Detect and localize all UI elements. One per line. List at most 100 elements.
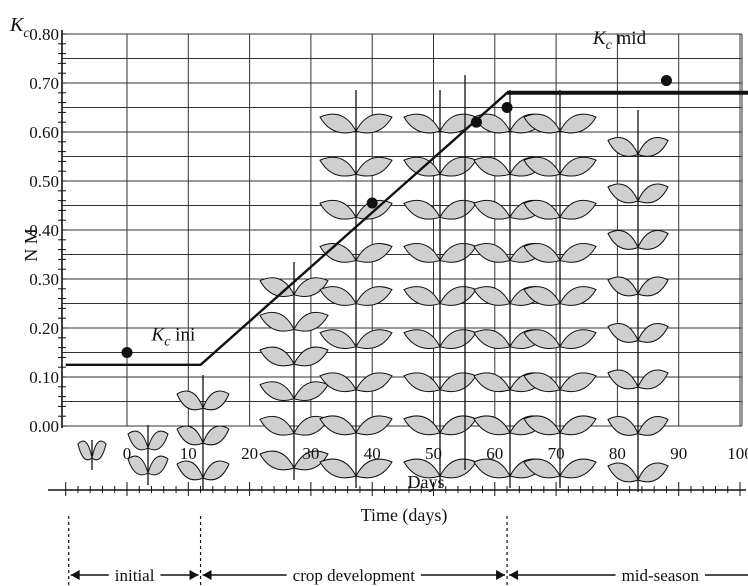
plant-leaf bbox=[559, 372, 597, 393]
stage-arrowhead bbox=[189, 570, 199, 580]
plant-leaf bbox=[523, 243, 561, 263]
plant-leaf bbox=[319, 415, 357, 436]
developing-plant bbox=[259, 262, 329, 480]
plant-leaf bbox=[77, 440, 93, 461]
stage-arrowhead bbox=[509, 570, 519, 580]
plant-leaf bbox=[293, 450, 329, 471]
plant-leaf bbox=[403, 113, 441, 134]
plant-leaf bbox=[473, 156, 511, 177]
stage-arrowhead bbox=[70, 570, 80, 580]
plant-leaf bbox=[259, 346, 295, 367]
plant-leaf bbox=[403, 415, 441, 436]
plant-leaf bbox=[259, 311, 295, 332]
stage-arrowhead bbox=[202, 570, 212, 580]
axes bbox=[48, 30, 746, 496]
plant-leaf bbox=[202, 390, 230, 411]
plant-leaf bbox=[607, 276, 639, 297]
x-axis-label-time: Time (days) bbox=[361, 505, 448, 526]
plant-leaf bbox=[319, 113, 357, 134]
plant-leaf bbox=[319, 458, 357, 479]
plant-leaf bbox=[355, 113, 393, 134]
plant-leaf bbox=[259, 277, 295, 297]
y-tick-label: 0.40 bbox=[29, 221, 59, 240]
plant-leaf bbox=[523, 156, 561, 177]
plant-leaf bbox=[355, 372, 393, 393]
y-tick-label: 0.50 bbox=[29, 172, 59, 191]
plant-leaf bbox=[607, 183, 639, 204]
mature-plant bbox=[319, 90, 393, 488]
plant-leaf bbox=[559, 286, 597, 306]
plant-leaf bbox=[439, 243, 477, 263]
mature-plant bbox=[523, 90, 597, 488]
chart-labels: Kc N M Days Time (days) 0.00 0.10 0.20 0.30… bbox=[9, 14, 748, 526]
x-axis-label-days: Days bbox=[408, 472, 445, 492]
x-tick-label: 70 bbox=[548, 444, 565, 463]
plant-leaf bbox=[293, 346, 329, 367]
plant-leaf bbox=[637, 369, 669, 390]
y-tick-label: 0.60 bbox=[29, 123, 59, 142]
plant-leaf bbox=[559, 243, 597, 263]
plant-leaf bbox=[607, 230, 639, 250]
observation-point bbox=[121, 347, 133, 358]
plant-leaf bbox=[355, 286, 393, 306]
seedling-plant bbox=[77, 440, 107, 470]
plant-leaf bbox=[559, 415, 597, 436]
plant-leaf bbox=[607, 416, 639, 436]
plant-leaf bbox=[607, 462, 639, 483]
plant-leaf bbox=[319, 156, 357, 177]
plant-leaf bbox=[202, 460, 230, 481]
plant-leaf bbox=[439, 286, 477, 306]
plant-leaf bbox=[559, 458, 597, 479]
plant-leaf bbox=[637, 230, 669, 250]
plant-leaf bbox=[439, 329, 477, 349]
plant-leaf bbox=[91, 440, 107, 461]
plant-leaf bbox=[473, 415, 511, 436]
seedling-plant bbox=[127, 425, 169, 485]
plant-leaf bbox=[403, 286, 441, 306]
plant-leaf bbox=[403, 372, 441, 393]
kc-series bbox=[65, 75, 748, 366]
plant-leaf bbox=[637, 276, 669, 297]
y-tick-label: 0.10 bbox=[29, 368, 59, 387]
stage-label: mid-season bbox=[622, 566, 700, 585]
x-tick-label: 60 bbox=[486, 444, 503, 463]
plant-leaf bbox=[523, 372, 561, 393]
y-tick-label: 0.20 bbox=[29, 319, 59, 338]
x-tick-label: 100 bbox=[727, 444, 748, 463]
plant-leaf bbox=[355, 243, 393, 263]
y-tick-label: 0.30 bbox=[29, 270, 59, 289]
plant-leaf bbox=[607, 323, 639, 343]
x-tick-label: 80 bbox=[609, 444, 626, 463]
kc-annotation: Kc mid bbox=[592, 28, 647, 53]
x-tick-label: 10 bbox=[180, 444, 197, 463]
plant-leaf bbox=[147, 455, 169, 476]
plant-leaf bbox=[439, 199, 477, 220]
y-tick-label: 0.70 bbox=[29, 74, 59, 93]
plant-leaf bbox=[607, 137, 639, 157]
plant-leaf bbox=[355, 458, 393, 479]
plant-leaf bbox=[127, 455, 149, 476]
plant-leaf bbox=[473, 243, 511, 263]
plant-leaf bbox=[439, 156, 477, 177]
plant-leaf bbox=[473, 329, 511, 349]
plant-leaf bbox=[176, 425, 204, 446]
plant-leaf bbox=[473, 113, 511, 134]
plant-leaf bbox=[523, 286, 561, 306]
plant-leaf bbox=[259, 415, 295, 436]
plant-leaf bbox=[559, 199, 597, 220]
plant-leaf bbox=[319, 243, 357, 263]
y-axis-symbol: Kc bbox=[9, 14, 30, 41]
y-tick-label: 0.80 bbox=[29, 25, 59, 44]
plant-leaf bbox=[523, 415, 561, 436]
y-axis-label: N M bbox=[21, 228, 41, 262]
plant-leaf bbox=[439, 113, 477, 134]
plant-leaf bbox=[355, 415, 393, 436]
plant-leaf bbox=[147, 430, 169, 451]
plant-leaf bbox=[439, 372, 477, 393]
plant-leaf bbox=[559, 329, 597, 349]
plant-leaf bbox=[403, 199, 441, 220]
plant-leaf bbox=[355, 329, 393, 349]
plant-leaf bbox=[473, 199, 511, 220]
plant-leaf bbox=[559, 156, 597, 177]
